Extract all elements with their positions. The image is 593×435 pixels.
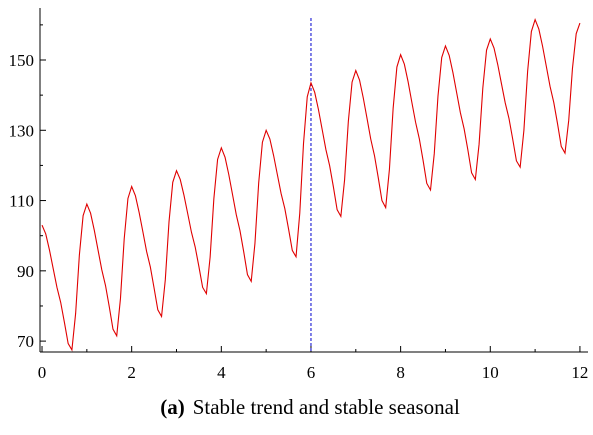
x-tick-label: 8 bbox=[396, 363, 405, 382]
y-tick-label: 150 bbox=[9, 51, 35, 70]
caption-text: Stable trend and stable seasonal bbox=[193, 395, 460, 419]
x-tick-label: 2 bbox=[127, 363, 136, 382]
x-tick-label: 10 bbox=[482, 363, 499, 382]
y-tick-label: 130 bbox=[9, 121, 35, 140]
caption: (a) Stable trend and stable seasonal bbox=[160, 395, 460, 419]
x-tick-label: 6 bbox=[307, 363, 316, 382]
x-tick-label: 4 bbox=[217, 363, 226, 382]
y-tick-label: 90 bbox=[17, 262, 34, 281]
y-tick-label: 110 bbox=[9, 192, 34, 211]
x-tick-label: 0 bbox=[38, 363, 47, 382]
data-line bbox=[41, 17, 581, 352]
caption-label: (a) bbox=[160, 395, 185, 419]
y-tick-label: 70 bbox=[17, 332, 34, 351]
x-tick-label: 12 bbox=[571, 363, 588, 382]
